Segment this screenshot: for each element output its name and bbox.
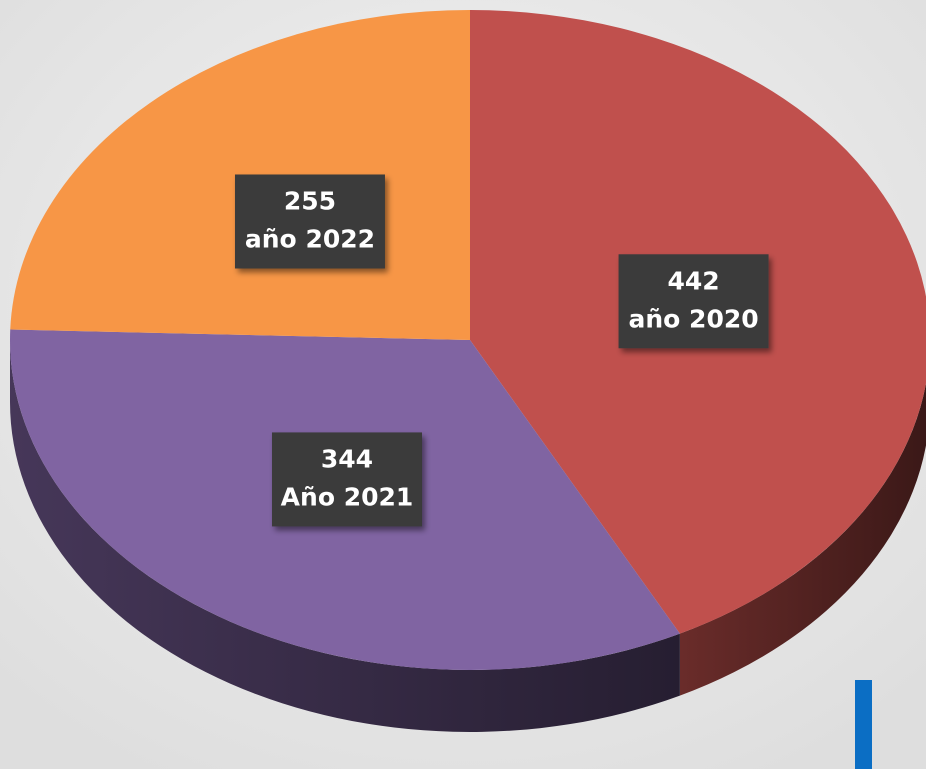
label-box — [234, 174, 385, 269]
data-label-category: Año 2021 — [281, 482, 414, 511]
label-box — [618, 254, 769, 349]
slice-side — [679, 382, 926, 696]
pie: 442 año 2020 344 Año 2021 255 año 2022 — [10, 10, 926, 732]
data-label-category: año 2022 — [245, 224, 375, 253]
data-label: 255 — [284, 186, 336, 215]
slice-side — [10, 340, 680, 732]
label-box — [271, 432, 422, 527]
data-label: 344 — [321, 444, 373, 473]
data-label-category: año 2020 — [629, 304, 759, 333]
data-label: 442 — [667, 266, 719, 295]
decor-bar — [855, 680, 872, 769]
